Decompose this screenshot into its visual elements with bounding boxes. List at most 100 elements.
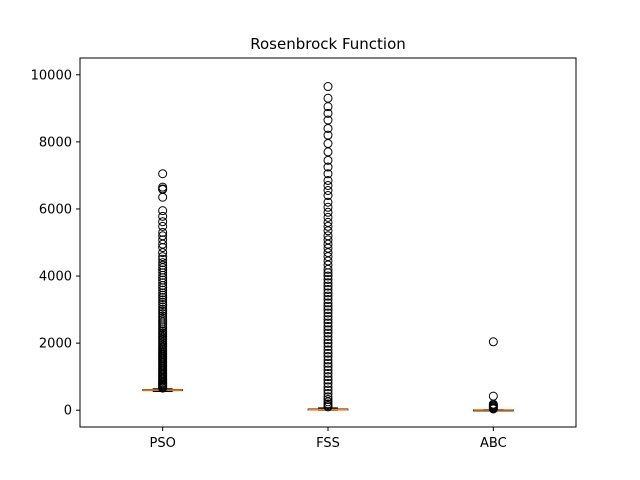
axes-layer: PSO FSS ABC 0 2000 4000 6000 8000 10000 — [31, 68, 507, 451]
flier-point — [158, 268, 168, 278]
y-tick-label: 2000 — [39, 337, 72, 352]
flier-point — [323, 325, 333, 335]
flier-point — [323, 345, 333, 355]
flier-point — [158, 302, 168, 312]
flier-point — [323, 162, 333, 172]
flier-point — [323, 311, 333, 321]
flier-point — [323, 385, 333, 395]
flier-point — [158, 248, 168, 258]
flier-point — [323, 372, 333, 382]
flier-point — [158, 290, 168, 300]
flier-point — [158, 270, 168, 280]
x-tick-label: ABC — [480, 436, 507, 451]
flier-point — [323, 341, 333, 351]
flier-point — [323, 123, 333, 133]
flier-point — [323, 295, 333, 305]
flier-point — [323, 321, 333, 331]
flier-point — [323, 274, 333, 284]
flier-point — [323, 82, 333, 92]
flier-point — [323, 264, 333, 274]
x-tick-label: FSS — [316, 436, 340, 451]
flier-point — [323, 278, 333, 288]
flier-point — [323, 139, 333, 149]
flier-point — [158, 300, 168, 310]
flier-point — [158, 295, 168, 305]
flier-point — [158, 221, 168, 231]
flier-point — [323, 338, 333, 348]
flier-point — [323, 335, 333, 345]
flier-point — [323, 301, 333, 311]
flier-point — [323, 352, 333, 362]
flier-point — [158, 217, 168, 227]
flier-point — [158, 260, 168, 270]
x-tick-label: PSO — [150, 436, 176, 451]
y-tick-label: 8000 — [39, 135, 72, 150]
flier-point — [323, 175, 333, 185]
flier-point — [323, 291, 333, 301]
flier-point — [323, 315, 333, 325]
flier-point — [488, 404, 498, 414]
flier-point — [158, 283, 168, 293]
flier-point — [323, 365, 333, 375]
flier-point — [158, 206, 168, 216]
flier-point — [323, 221, 333, 231]
flier-point — [158, 280, 168, 290]
flier-point — [323, 382, 333, 392]
flier-point — [323, 355, 333, 365]
y-tick-label: 0 — [64, 404, 72, 419]
flier-point — [488, 337, 498, 347]
flier-point — [158, 192, 168, 202]
flier-point — [323, 281, 333, 291]
flier-point — [158, 285, 168, 295]
flier-point — [323, 147, 333, 157]
box-group-fss — [307, 82, 349, 412]
flier-point — [323, 155, 333, 165]
flier-point — [323, 318, 333, 328]
marks-layer — [142, 82, 514, 414]
flier-point — [323, 392, 333, 402]
flier-point — [158, 306, 168, 316]
flier-point — [323, 305, 333, 315]
flier-point — [323, 328, 333, 338]
flier-point — [323, 93, 333, 103]
y-tick-label: 10000 — [31, 68, 72, 83]
flier-point — [323, 226, 333, 236]
flier-point — [323, 207, 333, 217]
flier-point — [323, 186, 333, 196]
chart-title: Rosenbrock Function — [250, 35, 406, 53]
flier-point — [323, 288, 333, 298]
flier-point — [323, 362, 333, 372]
flier-point — [158, 211, 168, 221]
flier-point — [158, 278, 168, 288]
flier-point — [323, 348, 333, 358]
flier-point — [158, 169, 168, 179]
flier-point — [323, 331, 333, 341]
flier-point — [323, 180, 333, 190]
flier-point — [158, 252, 168, 262]
flier-point — [488, 391, 498, 401]
flier-point — [323, 202, 333, 212]
flier-point — [323, 378, 333, 388]
flier-point — [323, 402, 333, 412]
flier-point — [323, 212, 333, 222]
flier-point — [323, 271, 333, 281]
flier-point — [158, 243, 168, 253]
flier-point — [158, 227, 168, 237]
flier-point — [323, 368, 333, 378]
flier-point — [323, 197, 333, 207]
y-tick-label: 6000 — [39, 202, 72, 217]
flier-point — [323, 108, 333, 118]
plot-frame — [79, 57, 577, 428]
flier-point — [323, 284, 333, 294]
box-group-abc — [472, 337, 514, 414]
flier-point — [323, 268, 333, 278]
flier-point — [323, 298, 333, 308]
flier-point — [158, 258, 168, 268]
flier-point — [323, 191, 333, 201]
flier-point — [323, 308, 333, 318]
y-tick-label: 4000 — [39, 270, 72, 285]
flier-point — [158, 297, 168, 307]
flier-point — [158, 383, 168, 393]
